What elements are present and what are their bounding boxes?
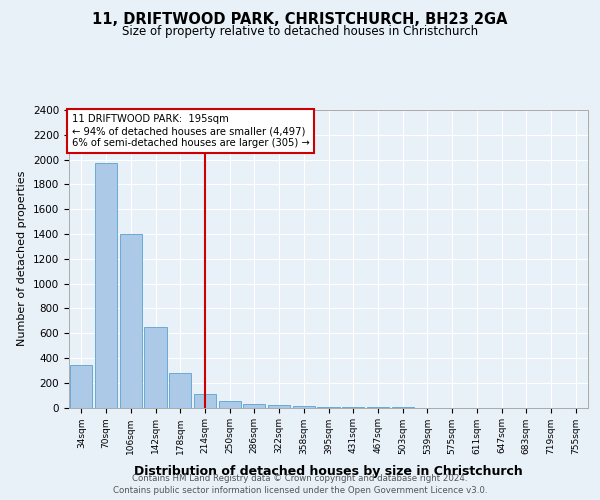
Text: Size of property relative to detached houses in Christchurch: Size of property relative to detached ho…	[122, 25, 478, 38]
Bar	[243, 404, 265, 407]
X-axis label: Distribution of detached houses by size in Christchurch: Distribution of detached houses by size …	[134, 464, 523, 477]
Bar	[95, 164, 117, 408]
Bar	[145, 327, 167, 407]
Text: 11 DRIFTWOOD PARK:  195sqm
← 94% of detached houses are smaller (4,497)
6% of se: 11 DRIFTWOOD PARK: 195sqm ← 94% of detac…	[71, 114, 310, 148]
Bar	[194, 394, 216, 407]
Text: Contains HM Land Registry data © Crown copyright and database right 2024.: Contains HM Land Registry data © Crown c…	[132, 474, 468, 483]
Bar	[218, 402, 241, 407]
Bar	[169, 373, 191, 408]
Y-axis label: Number of detached properties: Number of detached properties	[17, 171, 28, 346]
Bar	[268, 405, 290, 407]
Bar	[119, 234, 142, 408]
Bar	[293, 406, 315, 408]
Bar	[70, 366, 92, 408]
Text: 11, DRIFTWOOD PARK, CHRISTCHURCH, BH23 2GA: 11, DRIFTWOOD PARK, CHRISTCHURCH, BH23 2…	[92, 12, 508, 28]
Bar	[317, 407, 340, 408]
Text: Contains public sector information licensed under the Open Government Licence v3: Contains public sector information licen…	[113, 486, 487, 495]
